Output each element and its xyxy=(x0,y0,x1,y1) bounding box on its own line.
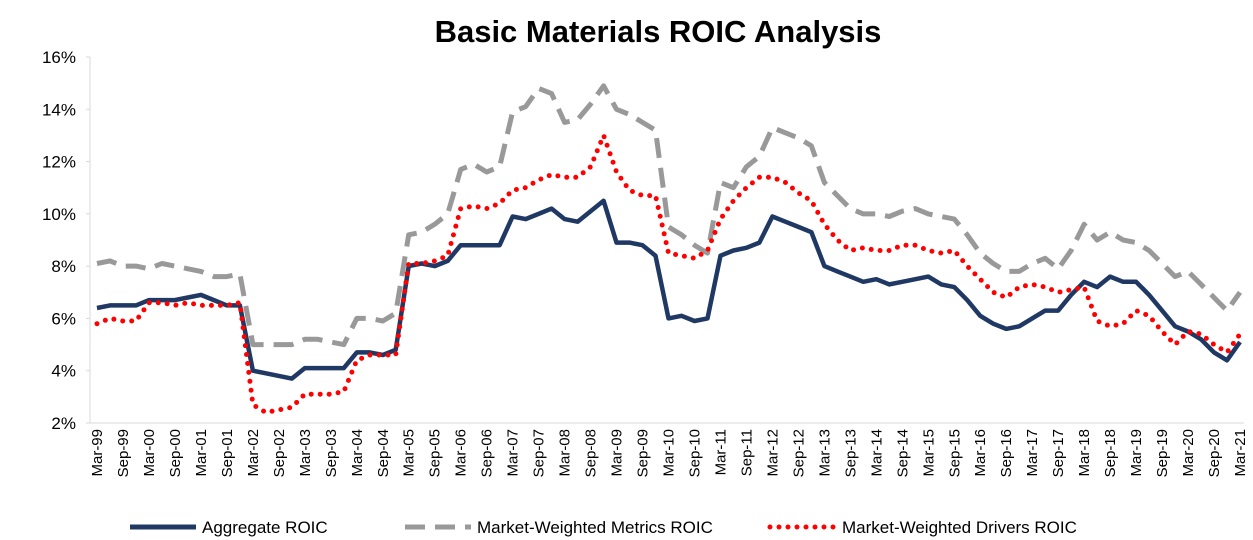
series-line xyxy=(96,198,1242,381)
x-tick-label: Sep-17 xyxy=(1050,429,1067,477)
x-tick-label: Sep-04 xyxy=(375,429,392,477)
x-tick-label: Sep-08 xyxy=(583,429,600,477)
x-tick-label: Mar-00 xyxy=(141,429,158,477)
x-tick-label: Mar-06 xyxy=(453,429,470,477)
x-tick-label: Mar-21 xyxy=(1232,429,1249,477)
x-tick-label: Mar-18 xyxy=(1076,429,1093,477)
series-line xyxy=(96,83,1243,348)
y-tick-label: 8% xyxy=(51,257,76,276)
x-tick-label: Mar-11 xyxy=(712,429,729,475)
x-tick-label: Mar-05 xyxy=(401,429,418,477)
y-tick-label: 6% xyxy=(51,309,76,328)
x-tick-label: Sep-19 xyxy=(1154,429,1171,477)
x-tick-label: Sep-11 xyxy=(738,429,755,476)
x-tick-label: Sep-16 xyxy=(998,429,1015,477)
x-tick-label: Mar-20 xyxy=(1180,429,1197,477)
x-tick-label: Sep-13 xyxy=(842,429,859,477)
y-tick-label: 16% xyxy=(42,48,76,67)
x-tick-label: Sep-07 xyxy=(531,429,548,477)
x-tick-label: Mar-02 xyxy=(245,429,262,477)
x-tick-label: Sep-14 xyxy=(894,429,911,477)
x-tick-label: Sep-00 xyxy=(167,429,184,477)
x-tick-label: Sep-09 xyxy=(635,429,652,477)
x-tick-label: Mar-08 xyxy=(557,429,574,477)
x-tick-label: Mar-13 xyxy=(816,429,833,477)
x-tick-label: Sep-10 xyxy=(686,429,703,477)
legend-label: Aggregate ROIC xyxy=(202,518,328,537)
x-tick-label: Mar-04 xyxy=(349,429,366,477)
x-tick-label: Sep-18 xyxy=(1102,429,1119,477)
x-tick-label: Sep-15 xyxy=(946,429,963,477)
x-tick-label: Mar-07 xyxy=(505,429,522,477)
x-tick-label: Sep-01 xyxy=(219,429,236,477)
x-tick-label: Sep-02 xyxy=(271,429,288,477)
x-tick-label: Mar-19 xyxy=(1128,429,1145,477)
series-line xyxy=(94,132,1243,415)
x-tick-label: Mar-12 xyxy=(764,429,781,477)
y-tick-label: 10% xyxy=(42,205,76,224)
x-tick-label: Sep-03 xyxy=(323,429,340,477)
x-tick-label: Mar-17 xyxy=(1024,429,1041,477)
x-tick-label: Mar-01 xyxy=(193,429,210,477)
y-tick-label: 4% xyxy=(51,362,76,381)
legend-label: Market-Weighted Metrics ROIC xyxy=(477,518,713,537)
x-tick-label: Mar-99 xyxy=(89,429,106,477)
x-tick-label: Mar-03 xyxy=(297,429,314,477)
x-tick-label: Mar-10 xyxy=(661,429,678,477)
x-tick-label: Sep-06 xyxy=(479,429,496,477)
x-tick-label: Sep-20 xyxy=(1206,429,1223,477)
x-tick-label: Mar-16 xyxy=(972,429,989,477)
legend-label: Market-Weighted Drivers ROIC xyxy=(842,518,1077,537)
x-tick-label: Sep-05 xyxy=(427,429,444,477)
x-tick-label: Mar-14 xyxy=(868,429,885,477)
y-tick-label: 12% xyxy=(42,153,76,172)
x-tick-label: Sep-12 xyxy=(790,429,807,477)
y-tick-label: 2% xyxy=(51,414,76,433)
y-tick-label: 14% xyxy=(42,100,76,119)
x-tick-label: Mar-15 xyxy=(920,429,937,477)
x-tick-label: Sep-99 xyxy=(115,429,132,477)
chart-title: Basic Materials ROIC Analysis xyxy=(435,14,882,49)
x-tick-label: Mar-09 xyxy=(609,429,626,477)
